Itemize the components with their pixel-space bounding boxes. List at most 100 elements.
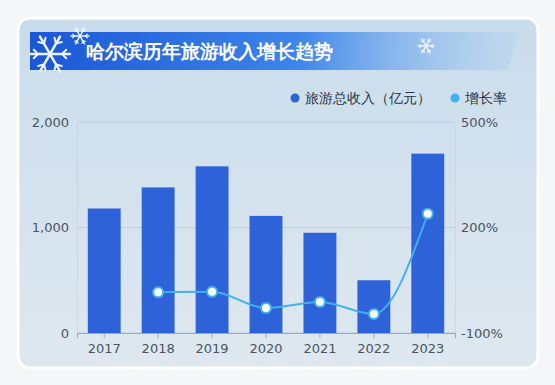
snowflake-branch xyxy=(75,40,78,42)
chart: 哈尔滨历年旅游收入增长趋势 0 1,000 2,000 -100% 200% 500% 201… xyxy=(0,0,555,385)
marker xyxy=(315,297,325,307)
snowflake-branch xyxy=(431,46,433,48)
snowflake-arm xyxy=(40,54,50,71)
bar xyxy=(88,209,121,333)
snowflake-branch xyxy=(423,40,425,42)
tick-label: 2018 xyxy=(142,341,175,356)
tick-label: -100% xyxy=(461,326,503,341)
snowflake-arm xyxy=(76,36,81,44)
bar xyxy=(196,166,229,333)
bar xyxy=(142,187,175,333)
snowflake-arm xyxy=(80,35,89,37)
tick: 2019 xyxy=(196,333,229,356)
snowflake-arm xyxy=(426,39,430,46)
legend-swatch xyxy=(451,94,460,103)
snowflake-arm xyxy=(40,37,50,54)
tick-label: 2022 xyxy=(357,341,390,356)
snowflake-arm xyxy=(80,28,85,36)
tick-label: 2020 xyxy=(249,341,282,356)
snowflake-branch xyxy=(421,50,423,52)
tick-label: 1,000 xyxy=(32,220,69,235)
snowflake xyxy=(418,39,434,53)
tick-label: 2019 xyxy=(196,341,229,356)
tick: 1,000 xyxy=(32,220,77,235)
snowflake-branch xyxy=(83,30,86,32)
tick-mark xyxy=(427,333,428,338)
tick: 0 xyxy=(61,326,77,341)
snowflake-arm xyxy=(71,35,80,37)
legend-item: 增长率 xyxy=(451,90,508,106)
y-axis: 0 1,000 2,000 xyxy=(32,115,78,341)
marker xyxy=(261,303,271,313)
marker xyxy=(207,287,217,297)
snowflake-branch xyxy=(420,44,422,46)
snowflake-branch xyxy=(38,64,44,66)
line xyxy=(158,214,428,314)
snowflake-arm xyxy=(422,46,426,53)
tick-label: 2017 xyxy=(88,341,121,356)
snowflake-branch xyxy=(73,34,75,36)
title-banner xyxy=(30,32,520,70)
snowflake-branch xyxy=(77,29,79,32)
tick-label: 0 xyxy=(61,326,69,341)
snowflake-branch xyxy=(44,38,46,44)
snowflake-branch xyxy=(56,42,62,44)
grid xyxy=(77,122,455,333)
tick: 2023 xyxy=(411,333,444,356)
tick-label: 2,000 xyxy=(32,115,69,130)
axis-line xyxy=(78,334,456,339)
tick: -100% xyxy=(455,326,503,341)
marker xyxy=(369,309,379,319)
title: 哈尔滨历年旅游收入增长趋势 xyxy=(86,40,333,62)
snowflake-branch xyxy=(428,41,430,43)
bar xyxy=(250,216,283,333)
tick: 2018 xyxy=(142,333,175,356)
tick: 2020 xyxy=(249,333,282,356)
snowflake-arm xyxy=(80,36,85,44)
tick: 200% xyxy=(455,220,498,235)
snowflake-arm xyxy=(418,45,426,47)
snowflake-arm xyxy=(422,39,426,46)
marker xyxy=(153,287,163,297)
snowflake-arm xyxy=(426,45,434,47)
x-axis: 2017 2018 2019 2020 2021 2022 2023 xyxy=(78,333,456,356)
y2-axis: -100% 200% 500% xyxy=(455,115,503,341)
snowflake-arm xyxy=(50,37,60,54)
snowflake-arm xyxy=(50,53,70,56)
tick: 2022 xyxy=(357,333,390,356)
axis-line xyxy=(77,123,78,334)
tick-mark xyxy=(373,333,374,338)
axis-line xyxy=(455,123,456,334)
snowflake-branch xyxy=(81,41,83,44)
card xyxy=(18,18,538,368)
legend-swatch xyxy=(291,94,300,103)
tick-mark xyxy=(266,333,267,338)
tick-label: 2021 xyxy=(303,341,336,356)
grid-line xyxy=(77,122,455,123)
snowflake-branch xyxy=(34,50,38,54)
tick: 2,000 xyxy=(32,115,77,130)
tick-mark xyxy=(319,333,320,338)
snowflake xyxy=(30,37,70,72)
legend-label: 增长率 xyxy=(464,90,507,106)
tick: 2021 xyxy=(303,333,336,356)
snowflake-arm xyxy=(76,28,81,36)
marker xyxy=(423,209,433,219)
tick-label: 200% xyxy=(461,220,498,235)
tick-mark xyxy=(212,333,213,338)
legend-item: 旅游总收入（亿元） xyxy=(291,90,432,106)
tick: 500% xyxy=(455,115,498,130)
tick: 2017 xyxy=(88,333,121,356)
snowflake-branch xyxy=(54,64,56,70)
snowflake-branch xyxy=(85,36,87,38)
bar xyxy=(303,233,336,333)
legend: 增长率 旅游总收入（亿元） xyxy=(291,90,508,106)
tick-mark xyxy=(104,333,105,338)
snowflake-branch xyxy=(427,50,429,52)
snowflake-branch xyxy=(62,54,66,58)
legend-label: 旅游总收入（亿元） xyxy=(305,90,431,106)
tick-mark xyxy=(158,333,159,338)
tick-label: 500% xyxy=(461,115,498,130)
plot-area xyxy=(88,154,444,333)
snowflake-arm xyxy=(30,53,50,56)
